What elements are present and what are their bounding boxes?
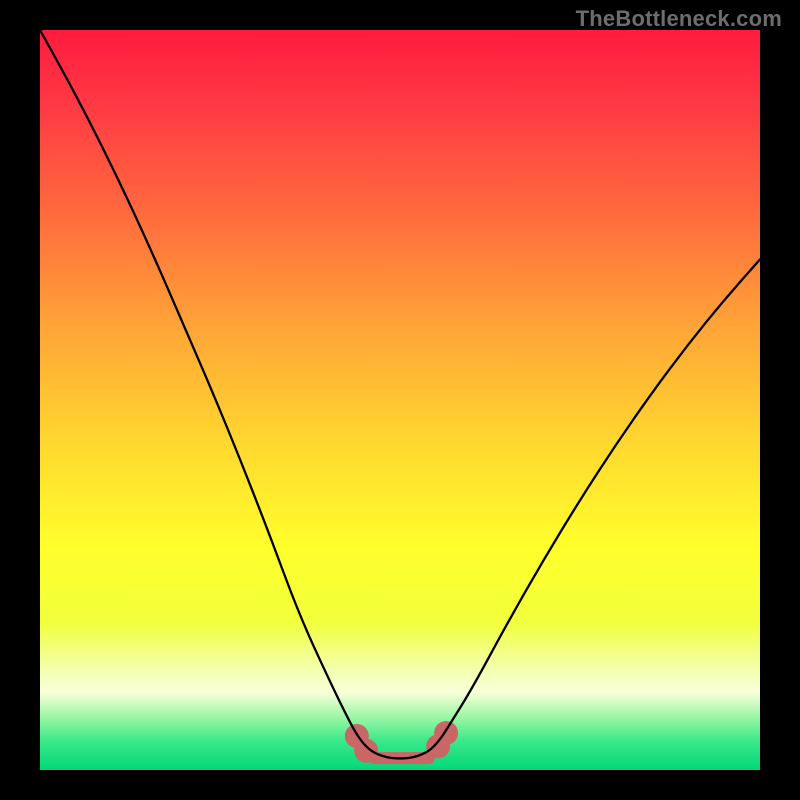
optimal-range-marker xyxy=(354,739,378,763)
plot-background xyxy=(40,30,760,770)
bottleneck-chart xyxy=(0,0,800,800)
chart-container: TheBottleneck.com xyxy=(0,0,800,800)
watermark-text: TheBottleneck.com xyxy=(576,6,782,32)
